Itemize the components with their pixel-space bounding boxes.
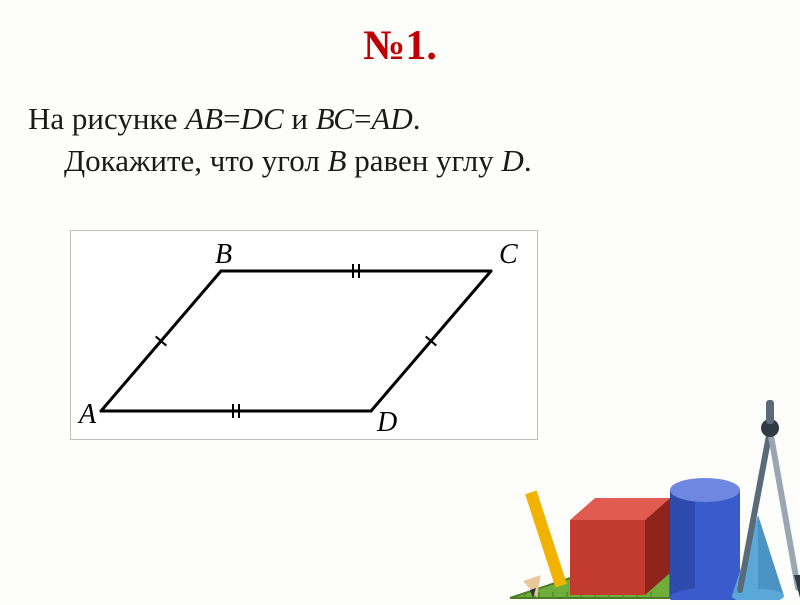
var-b: В bbox=[328, 143, 347, 178]
var-dc: DC bbox=[241, 101, 284, 136]
eq: = bbox=[223, 101, 240, 136]
diagram-svg bbox=[71, 231, 539, 441]
vertex-label-d: D bbox=[377, 407, 397, 439]
problem-number: №1. bbox=[0, 0, 800, 70]
vertex-label-c: C bbox=[499, 239, 518, 271]
var-d: D bbox=[501, 143, 523, 178]
text: Докажите, что угол bbox=[64, 143, 328, 178]
eq: = bbox=[354, 101, 371, 136]
vertex-label-b: B bbox=[215, 239, 232, 271]
var-ad: AD bbox=[371, 101, 412, 136]
text: На рисунке bbox=[28, 101, 185, 136]
vertex-label-a: A bbox=[79, 399, 96, 431]
text: равен углу bbox=[346, 143, 501, 178]
text: . bbox=[524, 143, 532, 178]
parallelogram-diagram: A B C D bbox=[70, 230, 538, 440]
problem-text: На рисунке АВ=DC и ВС=AD. Докажите, что … bbox=[0, 70, 800, 182]
text: и bbox=[284, 101, 316, 136]
decorative-shapes bbox=[500, 370, 800, 600]
text: . bbox=[413, 101, 421, 136]
var-ab: АВ bbox=[185, 101, 223, 136]
decor-svg bbox=[500, 370, 800, 600]
var-bc: ВС bbox=[316, 101, 354, 136]
